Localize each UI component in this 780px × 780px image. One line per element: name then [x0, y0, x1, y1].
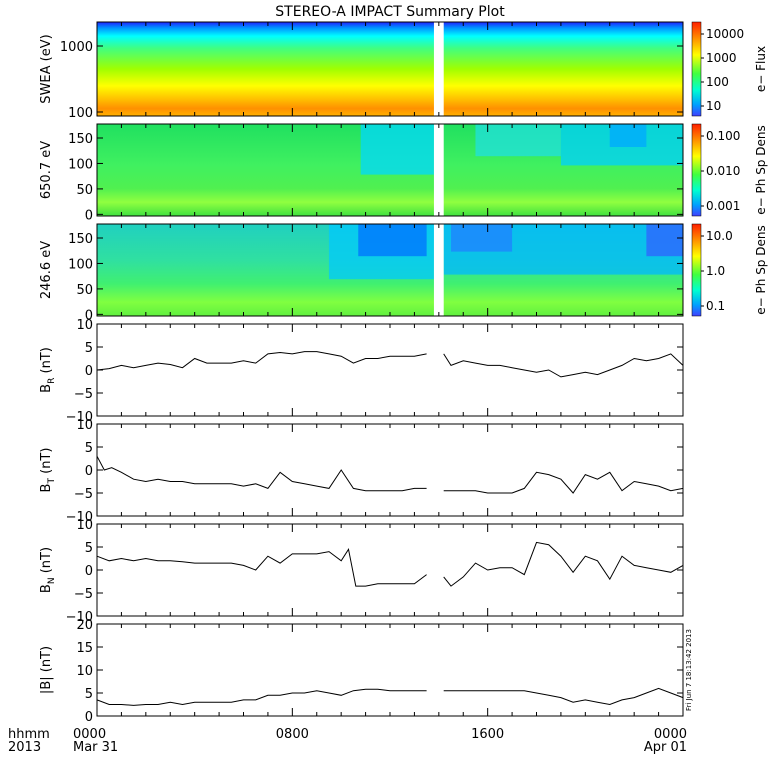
panel-5-ytick-label: 10: [76, 418, 93, 433]
colorbar-1-tick-label: 100: [706, 75, 729, 89]
panel-1-ytick-label: 1000: [60, 40, 93, 55]
time-tick-label: 1600: [471, 727, 504, 742]
panel-5-series-segment-1: [96, 455, 427, 492]
colorbar-1-tick-label: 10: [706, 99, 721, 113]
panel-1-ytick-label: 100: [68, 106, 93, 121]
panel-5-ytick-label: −5: [74, 487, 93, 502]
colorbar-2: [691, 123, 702, 217]
spectrogram-2-patch-1: [475, 124, 561, 157]
panel-2-ytick-label: 0: [85, 208, 93, 223]
panel-6-ytick-label: 0: [85, 564, 93, 579]
time-axis-row-label-2: 2013: [8, 740, 41, 755]
plot-title: STEREO-A IMPACT Summary Plot: [275, 4, 505, 20]
timestamp-annotation: Fri Jun 7 18:13:42 2013: [685, 629, 693, 711]
panel-4-ylabel: BR (nT): [39, 347, 57, 393]
panel-7-ytick-label: 15: [76, 641, 93, 656]
spectrogram-2-patch-0: [360, 124, 434, 175]
panel-6-ytick-label: −5: [74, 587, 93, 602]
colorbar-2-label: e− Ph Sp Dens: [754, 125, 768, 214]
panel-4-series-segment-1: [96, 351, 427, 371]
panel-3-ytick-label: 100: [68, 257, 93, 272]
colorbar-2-tick-label: 0.100: [706, 129, 740, 143]
colorbar-3: [691, 223, 702, 317]
colorbar-3-tick-label: 0.1: [706, 299, 725, 313]
panel-5-series-segment-2: [443, 471, 684, 494]
panel-6-series-segment-2: [443, 541, 684, 587]
panel-5-ytick-label: 5: [85, 441, 93, 456]
spectrogram-3-patch-4: [646, 224, 683, 257]
panel-5-ylabel: BT (nT): [39, 448, 57, 493]
panel-6-series-segment-1: [96, 547, 427, 587]
panel-3-ytick-label: 150: [68, 232, 93, 247]
panel-5-frame: [96, 423, 684, 517]
panel-2-ytick-label: 150: [68, 132, 93, 147]
time-tick-label: 0000: [654, 727, 687, 742]
data-gap-1: [433, 22, 444, 116]
panel-5-ytick-label: −10: [66, 510, 93, 525]
data-gap-3: [433, 224, 444, 316]
colorbar-3-tick-label: 10.0: [706, 229, 733, 243]
panel-6-ytick-label: 5: [85, 541, 93, 556]
time-tick-label: 0800: [276, 727, 309, 742]
panel-4-ytick-label: 0: [85, 364, 93, 379]
panel-3-ytick-label: 50: [76, 283, 93, 298]
panel-1-ylabel: SWEA (eV): [39, 34, 54, 103]
spectrogram-1-fill: [97, 22, 683, 116]
panel-6-ytick-label: 10: [76, 518, 93, 533]
colorbar-1-tick-label: 1000: [706, 51, 737, 65]
panel-3-ylabel: 246.6 eV: [39, 241, 54, 299]
colorbar-1: [691, 21, 702, 117]
time-tick-date: Mar 31: [73, 740, 118, 755]
time-axis-row-label-1: hhmm: [8, 727, 50, 742]
panel-4-ytick-label: 10: [76, 318, 93, 333]
panel-7-ytick-label: 0: [85, 710, 93, 725]
panel-2-ytick-label: 50: [76, 183, 93, 198]
panel-4-ytick-label: −5: [74, 387, 93, 402]
colorbar-3-tick-label: 1.0: [706, 264, 725, 278]
panel-7-series-segment-1: [96, 688, 427, 706]
panel-4-ytick-label: −10: [66, 410, 93, 425]
panel-4-frame: [96, 323, 684, 417]
panel-4-ytick-label: 5: [85, 341, 93, 356]
colorbar-3-label: e− Ph Sp Dens: [754, 225, 768, 314]
spectrogram-3-patch-1: [358, 224, 427, 257]
panel-4-series-segment-2: [443, 353, 684, 378]
colorbar-2-tick-label: 0.010: [706, 164, 740, 178]
panel-2-ytick-label: 100: [68, 157, 93, 172]
colorbar-1-label: e− Flux: [754, 46, 768, 92]
colorbar-1-tick-label: 10000: [706, 27, 744, 41]
data-gap-2: [433, 124, 444, 216]
spectrogram-2-patch-3: [609, 124, 647, 147]
panel-6-ytick-label: −10: [66, 610, 93, 625]
panel-6-frame: [96, 523, 684, 617]
panel-7-ytick-label: 5: [85, 687, 93, 702]
panel-5-ytick-label: 0: [85, 464, 93, 479]
panel-7-ylabel: |B| (nT): [39, 646, 54, 694]
colorbar-2-tick-label: 0.001: [706, 199, 740, 213]
time-tick-date: Apr 01: [644, 740, 687, 755]
panel-3-ytick-label: 0: [85, 308, 93, 323]
panel-6-ylabel: BN (nT): [39, 547, 57, 593]
panel-7-ytick-label: 20: [76, 618, 93, 633]
panel-7-ytick-label: 10: [76, 664, 93, 679]
spectrogram-3-patch-3: [451, 224, 513, 252]
panel-2-ylabel: 650.7 eV: [39, 141, 54, 199]
time-tick-label: 0000: [73, 727, 106, 742]
panel-7-series-segment-2: [443, 687, 684, 706]
